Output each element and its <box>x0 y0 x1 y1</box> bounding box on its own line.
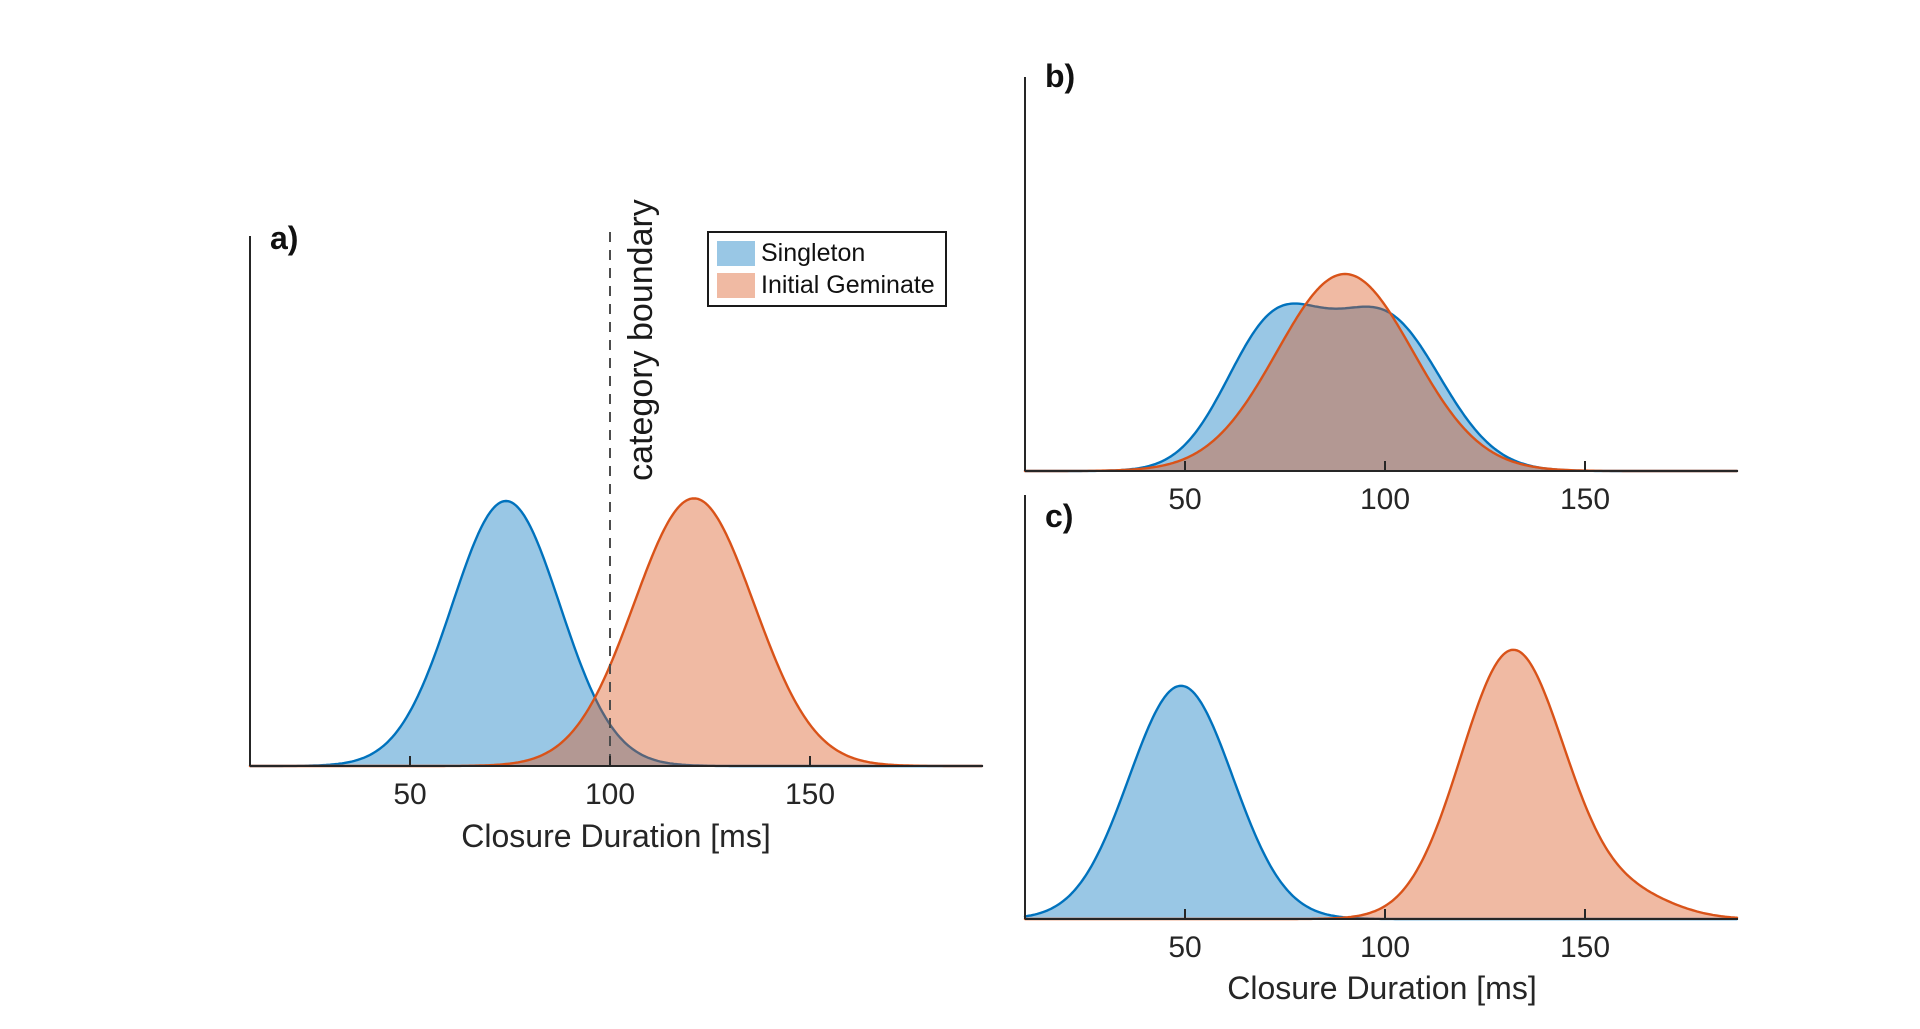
legend-item-initial-geminate: Initial Geminate <box>717 271 935 299</box>
panel-c-tick-100: 100 <box>1359 931 1411 964</box>
panel-b-tick-100: 100 <box>1359 483 1411 516</box>
panel-a-density-fill-singleton <box>250 501 982 766</box>
panel-a-label: a) <box>270 220 299 256</box>
panel-c-density-fill-initial-geminate <box>1025 649 1737 919</box>
panel-b-density-fill-initial-geminate <box>1025 274 1737 471</box>
panel-c-density-fill-singleton <box>1025 685 1737 919</box>
panel-a-tick-150: 150 <box>784 778 836 811</box>
legend-swatch-initial-geminate <box>717 272 755 298</box>
panel-b-label: b) <box>1045 58 1076 94</box>
legend-label-initial-geminate: Initial Geminate <box>761 271 935 299</box>
panel-c-tick-150: 150 <box>1559 931 1611 964</box>
panel-c-label: c) <box>1045 498 1074 534</box>
panel-a-tick-100: 100 <box>584 778 636 811</box>
legend: Singleton Initial Geminate <box>707 231 947 307</box>
panel-c-xaxis-title: Closure Duration [ms] <box>1227 970 1537 1006</box>
panel-b-density-fill-singleton <box>1025 303 1737 471</box>
category-boundary-annotation: category boundary <box>622 199 660 481</box>
legend-item-singleton: Singleton <box>717 239 935 267</box>
panel-b-tick-150: 150 <box>1559 483 1611 516</box>
legend-label-singleton: Singleton <box>761 239 866 267</box>
panel-a-tick-50: 50 <box>393 778 427 811</box>
panel-a-xaxis-title: Closure Duration [ms] <box>461 818 771 854</box>
panel-b-tick-50: 50 <box>1168 483 1202 516</box>
legend-swatch-singleton <box>717 240 755 266</box>
panel-c-tick-50: 50 <box>1168 931 1202 964</box>
panel-a-density-fill-initial-geminate <box>250 498 982 766</box>
